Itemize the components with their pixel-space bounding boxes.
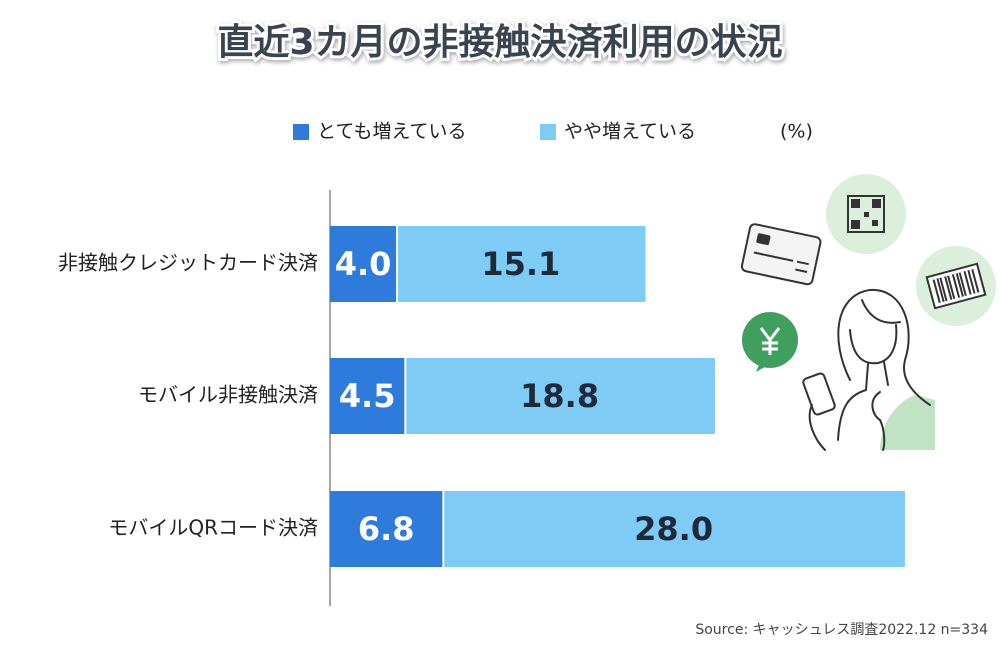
barcode <box>925 262 987 310</box>
bar-segment <box>330 358 405 434</box>
value-label: 6.8 <box>358 510 415 548</box>
legend-label: とても増えている <box>317 121 467 143</box>
value-label: 15.1 <box>481 245 560 283</box>
bar-segment <box>406 358 715 434</box>
credit-card <box>740 223 822 286</box>
category-label: 非接触クレジットカード決済 <box>58 251 318 275</box>
woman <box>802 288 935 451</box>
legend-swatch <box>540 124 556 140</box>
bar-segment <box>330 226 397 302</box>
value-label: 28.0 <box>634 510 713 548</box>
legend-swatch <box>293 124 309 140</box>
chart-title: 直近3カ月の非接触決済利用の状況 <box>217 22 782 63</box>
bar-segment <box>444 491 905 567</box>
bar-segment <box>330 491 443 567</box>
unit-note: (%) <box>780 121 813 143</box>
category-label: モバイルQRコード決済 <box>108 516 318 540</box>
value-label: 18.8 <box>520 377 599 415</box>
qr-code <box>847 195 885 233</box>
value-label: 4.5 <box>339 377 396 415</box>
source-note: Source: キャッシュレス調査2022.12 n=334 <box>695 622 988 638</box>
category-label: モバイル非接触決済 <box>138 383 318 407</box>
value-label: 4.0 <box>335 245 392 283</box>
bar-segment <box>398 226 646 302</box>
illustration <box>740 174 996 451</box>
yen-bubble <box>742 312 798 372</box>
legend-label: やや増えている <box>564 121 696 143</box>
